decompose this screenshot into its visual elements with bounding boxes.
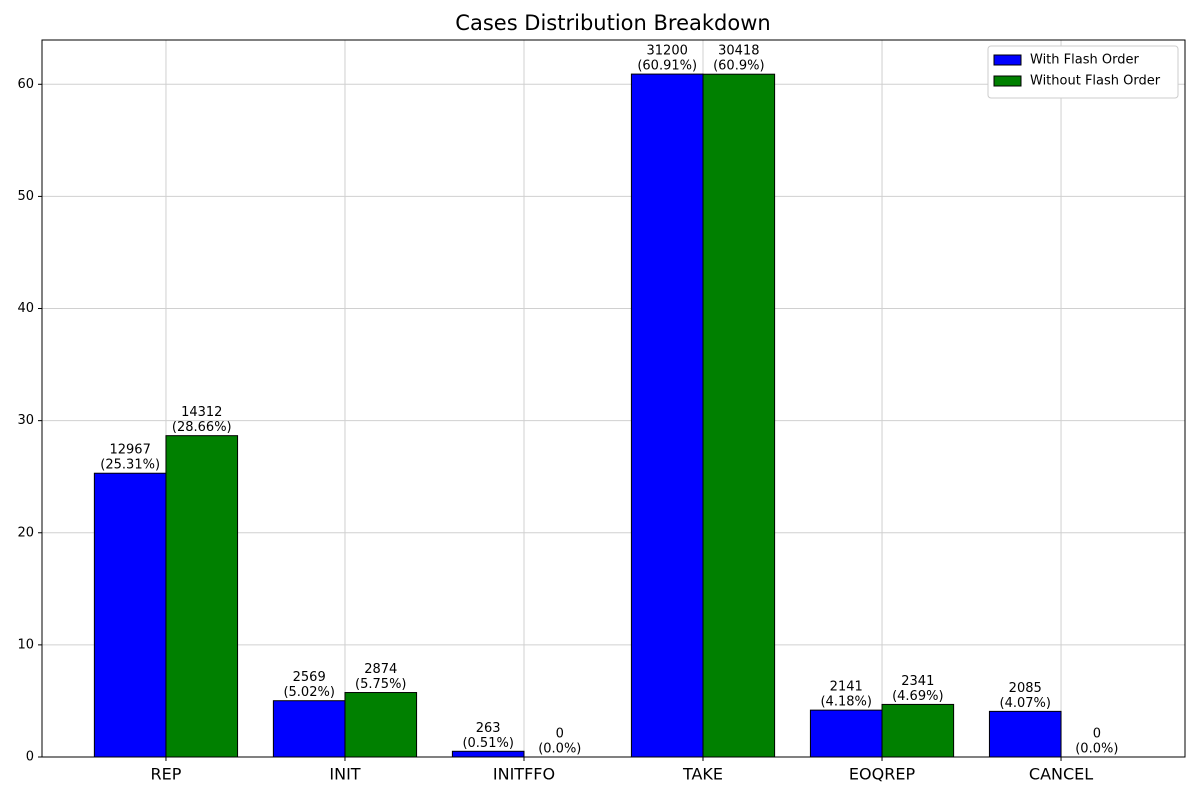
data-label: (0.0%) [538, 742, 581, 757]
bar [451, 750, 525, 758]
x-tick-label: CANCEL [1029, 765, 1093, 784]
data-count-label: 0 [1093, 727, 1101, 742]
data-label: (60.9%) [713, 59, 764, 74]
x-tick-label: REP [151, 765, 182, 784]
data-label: (4.18%) [820, 695, 871, 710]
y-tick-label: 50 [17, 189, 34, 204]
y-tick-label: 30 [17, 413, 34, 428]
legend-label: Without Flash Order [1030, 74, 1161, 89]
x-tick-label: TAKE [682, 765, 723, 784]
data-count-label: 30418 [718, 44, 759, 59]
data-count-label: 14312 [181, 405, 222, 420]
data-count-label: 12967 [109, 443, 150, 458]
x-tick-label: INIT [329, 765, 360, 784]
data-count-label: 0 [556, 727, 564, 742]
bar [344, 692, 418, 758]
data-count-label: 263 [476, 721, 501, 736]
bar [702, 73, 776, 758]
legend: With Flash Order Without Flash Order [987, 45, 1179, 99]
plot-frame [41, 39, 1186, 758]
data-label: (0.0%) [1075, 742, 1118, 757]
bar [93, 472, 167, 758]
data-count-label: 2341 [901, 674, 934, 689]
data-count-label: 2874 [364, 662, 397, 677]
bar [630, 73, 704, 758]
bar [809, 709, 883, 758]
bar [165, 435, 239, 758]
y-tick-label: 60 [17, 77, 34, 92]
data-count-label: 2569 [293, 670, 326, 685]
y-tick-label: 20 [17, 525, 34, 540]
y-tick-label: 40 [17, 301, 34, 316]
data-count-label: 31200 [647, 44, 688, 59]
y-tick-label: 10 [17, 637, 34, 652]
y-tick-label: 0 [26, 750, 34, 765]
legend-frame [987, 45, 1179, 99]
data-label: (5.02%) [283, 685, 334, 700]
bar [272, 700, 346, 758]
data-label: (4.07%) [1000, 696, 1051, 711]
x-tick-label: INITFFO [493, 765, 555, 784]
legend-label: With Flash Order [1030, 53, 1139, 68]
x-tick-label: EOQREP [849, 765, 916, 784]
chart-title: Cases Distribution Breakdown [455, 11, 770, 35]
data-label: (5.75%) [355, 677, 406, 692]
data-label: (25.31%) [100, 458, 160, 473]
legend-swatch [993, 75, 1022, 87]
legend-swatch [993, 54, 1022, 66]
data-label: (4.69%) [892, 689, 943, 704]
data-count-label: 2085 [1009, 681, 1042, 696]
data-label: (0.51%) [462, 736, 513, 751]
bar [881, 703, 955, 758]
data-label: (28.66%) [172, 420, 232, 435]
data-label: (60.91%) [637, 59, 697, 74]
bar [988, 710, 1062, 758]
data-count-label: 2141 [830, 680, 863, 695]
